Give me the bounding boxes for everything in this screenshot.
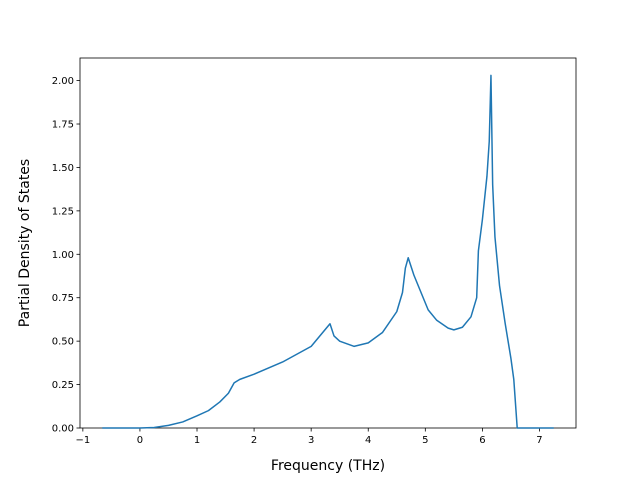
- x-tick-label: 6: [479, 435, 485, 446]
- x-tick-label: 5: [422, 435, 428, 446]
- y-tick-label: 1.75: [52, 120, 74, 131]
- y-tick-label: 0.75: [52, 293, 74, 304]
- x-tick-label: 0: [137, 435, 143, 446]
- y-tick-label: 0.00: [52, 424, 74, 435]
- y-tick-label: 2.00: [52, 76, 74, 87]
- y-tick-label: 0.50: [52, 337, 74, 348]
- y-tick-label: 1.00: [52, 250, 74, 261]
- x-tick-label: −1: [75, 435, 90, 446]
- y-axis-label: Partial Density of States: [17, 159, 33, 327]
- y-tick-label: 1.50: [52, 163, 74, 174]
- x-tick-label: 7: [536, 435, 542, 446]
- x-tick-label: 1: [194, 435, 200, 446]
- x-tick-label: 2: [251, 435, 257, 446]
- x-tick-label: 3: [308, 435, 314, 446]
- x-tick-label: 4: [365, 435, 371, 446]
- line-series: [102, 74, 554, 429]
- y-tick-label: 0.25: [52, 380, 74, 391]
- axes-frame: [79, 57, 577, 429]
- y-tick-label: 1.25: [52, 206, 74, 217]
- x-axis-label: Frequency (THz): [271, 458, 385, 474]
